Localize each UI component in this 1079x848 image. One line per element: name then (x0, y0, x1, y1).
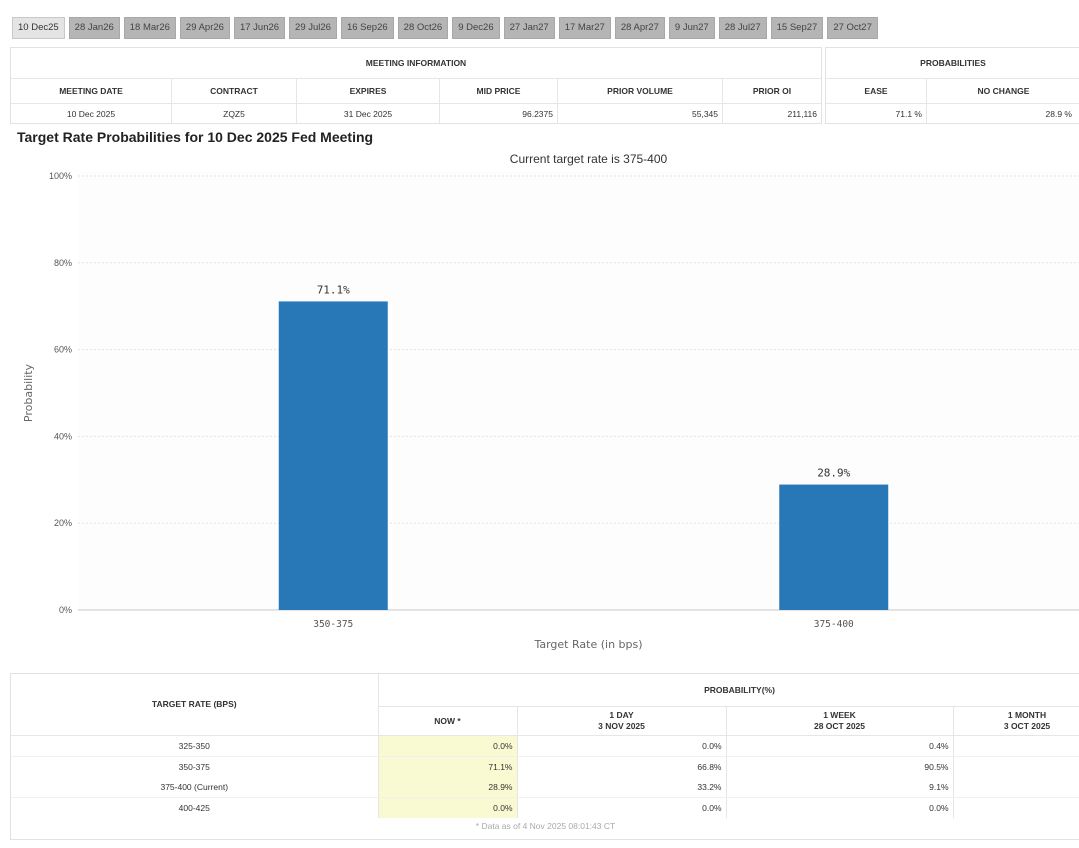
meeting-date-value: 10 Dec 2025 (11, 103, 172, 123)
cell-day: 0.0% (517, 735, 727, 757)
probability-column-header: 1 MONTH 3 OCT 2025 (953, 706, 1079, 736)
probability-history-panel: TARGET RATE (BPS) PROBABILITY(%) NOW * 1 … (10, 673, 1079, 840)
tab-meeting-date[interactable]: 28 Oct26 (397, 17, 449, 39)
x-tick-label: 350-375 (313, 619, 353, 630)
ease-value: 71.1 % (826, 103, 927, 123)
cell-month (953, 797, 1079, 818)
probability-column-header: 1 WEEK 28 OCT 2025 (726, 706, 954, 736)
tab-meeting-date[interactable]: 28 Jan26 (68, 17, 120, 39)
column-date: 3 OCT 2025 (1003, 721, 1051, 731)
plot-background (78, 172, 1079, 610)
tab-meeting-date[interactable]: 29 Jul26 (289, 17, 337, 39)
chart-title: Target Rate Probabilities for 10 Dec 202… (17, 129, 374, 145)
cell-now: 71.1% (378, 756, 518, 777)
no-change-value: 28.9 % (1045, 108, 1072, 119)
target-rate-probability-chart: Current target rate is 375-400 0% 20% 40% 60… (22, 152, 1079, 651)
meeting-information-panel: MEETING INFORMATION MEETING DATE CONTRAC… (10, 47, 822, 124)
cell-month (953, 756, 1079, 777)
cell-month (953, 777, 1079, 798)
tab-meeting-date[interactable]: 27 Jan27 (503, 17, 555, 39)
col-ease: EASE (826, 78, 927, 104)
tab-meeting-date[interactable]: 9 Dec26 (452, 17, 500, 39)
col-contract: CONTRACT (171, 78, 297, 104)
column-period: 1 MONTH (1007, 710, 1047, 720)
col-mid-price: MID PRICE (439, 78, 558, 104)
tab-meeting-date[interactable]: 17 Mar27 (558, 17, 611, 39)
table-row: 325-350 0.0% 0.0% 0.4% (11, 735, 1079, 757)
bar (278, 301, 388, 610)
tab-meeting-date[interactable]: 15 Sep27 (770, 17, 824, 39)
cell-rate: 350-375 (11, 756, 379, 777)
tab-meeting-date[interactable]: 17 Jun26 (233, 17, 286, 39)
cell-week: 0.0% (726, 797, 954, 818)
chart-subtitle: Current target rate is 375-400 (510, 152, 668, 166)
table-row: 375-400 (Current) 28.9% 33.2% 9.1% (11, 777, 1079, 798)
column-period: 1 DAY (609, 710, 634, 720)
cell-rate: 400-425 (11, 797, 379, 818)
meeting-information-header: MEETING INFORMATION (11, 48, 821, 79)
meeting-date-tabs: 10 Dec25 28 Jan26 18 Mar26 29 Apr26 17 Jun26… (12, 17, 878, 39)
bar-data-label: 71.1% (317, 283, 350, 296)
tab-meeting-date[interactable]: 18 Mar26 (123, 17, 176, 39)
y-tick-label: 20% (54, 518, 72, 528)
column-period: 1 WEEK (823, 710, 856, 720)
cell-day: 33.2% (517, 777, 727, 798)
cell-week: 9.1% (726, 777, 954, 798)
y-tick-label: 40% (54, 431, 72, 441)
column-period: NOW * (434, 715, 461, 726)
col-meeting-date: MEETING DATE (11, 78, 172, 104)
tab-meeting-date[interactable]: 27 Oct27 (827, 17, 878, 39)
bar (779, 484, 889, 610)
x-tick-label: 375-400 (814, 619, 854, 630)
col-expires: EXPIRES (296, 78, 440, 104)
expires-value: 31 Dec 2025 (296, 103, 440, 123)
tab-meeting-date[interactable]: 9 Jun27 (668, 17, 715, 39)
prior-oi-value: 211,116 (787, 108, 817, 119)
col-prior-oi: PRIOR OI (722, 78, 821, 104)
probabilities-header: PROBABILITIES (826, 48, 1079, 79)
y-tick-label: 80% (54, 258, 72, 268)
probabilities-row: 71.1 % 28.9 % (826, 103, 1079, 123)
y-tick-label: 0% (59, 605, 72, 615)
probabilities-panel: PROBABILITIES EASE NO CHANGE 71.1 % 28.9… (825, 47, 1079, 124)
col-no-change: NO CHANGE (926, 78, 1079, 104)
tab-meeting-date[interactable]: 16 Sep26 (340, 17, 394, 39)
table-row: 400-425 0.0% 0.0% 0.0% (11, 797, 1079, 818)
contract-value: ZQZ5 (171, 103, 297, 123)
cell-week: 0.4% (726, 735, 954, 757)
data-timestamp-note: * Data as of 4 Nov 2025 08:01:43 CT (475, 821, 616, 831)
column-date: 3 NOV 2025 (598, 721, 645, 731)
cell-day: 66.8% (517, 756, 727, 777)
tab-meeting-date[interactable]: 28 Apr27 (614, 17, 665, 39)
tab-meeting-date[interactable]: 28 Jul27 (718, 17, 767, 39)
cell-now: 28.9% (378, 777, 518, 798)
y-tick-label: 60% (54, 345, 72, 355)
tab-meeting-date[interactable]: 10 Dec25 (12, 17, 65, 39)
cell-week: 90.5% (726, 756, 954, 777)
probability-header: PROBABILITY(%) (378, 674, 1079, 707)
meeting-info-row: 10 Dec 2025 ZQZ5 31 Dec 2025 96.2375 55,… (11, 103, 821, 123)
probability-column-header: 1 DAY 3 NOV 2025 (517, 706, 727, 736)
y-axis-title: Probability (22, 363, 35, 422)
x-axis-title: Target Rate (in bps) (533, 638, 642, 651)
cell-now: 0.0% (378, 797, 518, 818)
table-row: 350-375 71.1% 66.8% 90.5% (11, 756, 1079, 777)
cell-month (953, 735, 1079, 757)
cell-rate: 325-350 (11, 735, 379, 757)
prior-volume-value: 55,345 (557, 103, 723, 123)
bar-data-label: 28.9% (817, 467, 850, 480)
cell-now: 0.0% (378, 735, 518, 757)
column-date: 28 OCT 2025 (813, 721, 866, 731)
mid-price-value: 96.2375 (439, 103, 558, 123)
y-tick-label: 100% (49, 171, 72, 181)
target-rate-header: TARGET RATE (BPS) (11, 674, 379, 736)
cell-day: 0.0% (517, 797, 727, 818)
tab-meeting-date[interactable]: 29 Apr26 (179, 17, 230, 39)
col-prior-volume: PRIOR VOLUME (557, 78, 723, 104)
probability-column-header: NOW * (378, 706, 518, 736)
cell-rate: 375-400 (Current) (11, 777, 379, 798)
